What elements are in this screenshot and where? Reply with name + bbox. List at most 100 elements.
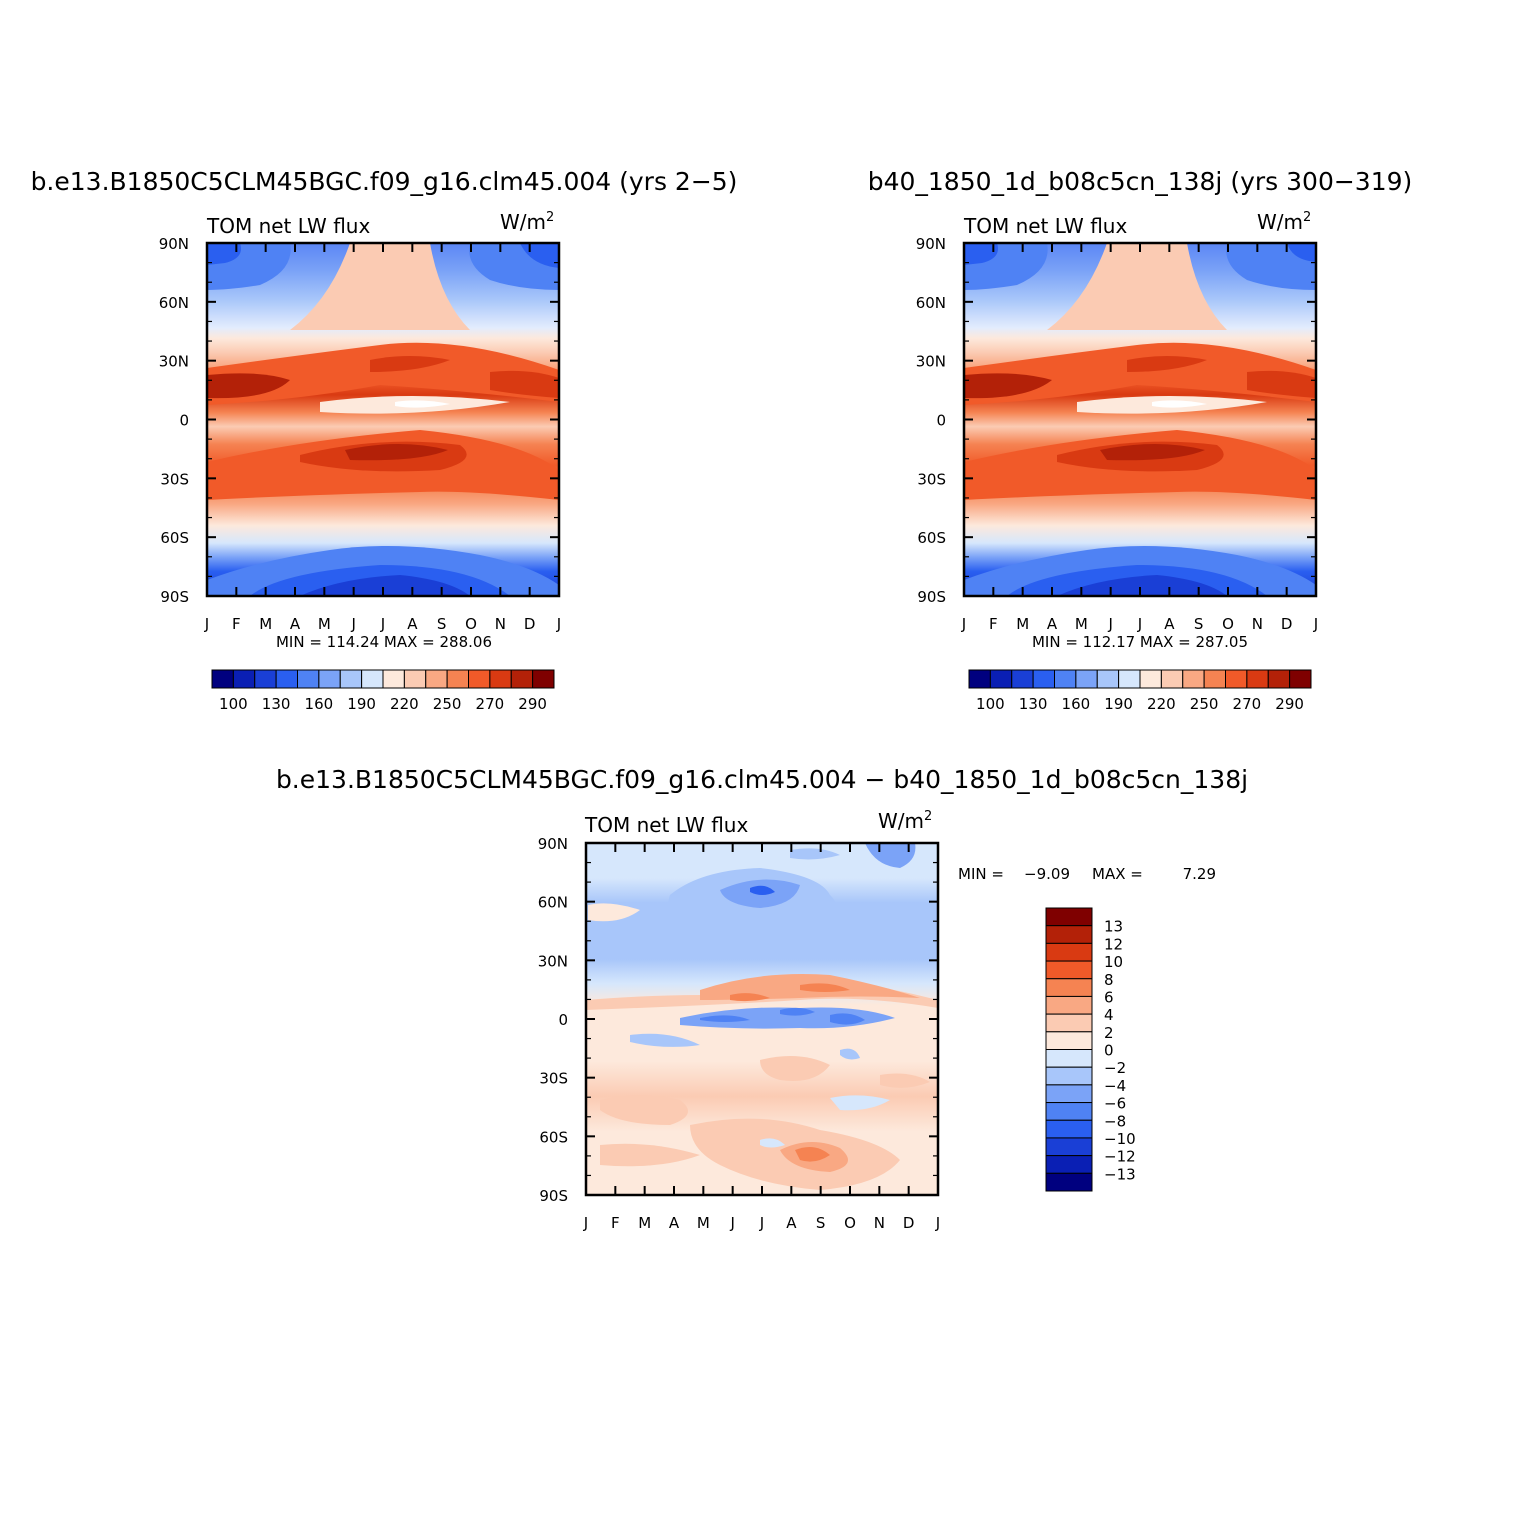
y-tick-label: 30S [917, 470, 946, 488]
colorbar-swatch [968, 669, 991, 689]
y-tick-label: 90N [159, 235, 189, 253]
x-tick-label: J [759, 1214, 764, 1232]
x-tick-label: M [1075, 615, 1088, 633]
colorbar-swatch [1160, 669, 1184, 689]
y-tick-label: 60N [916, 294, 946, 312]
x-tick-label: D [903, 1214, 915, 1232]
x-tick-label: J [961, 615, 966, 633]
colorbar-swatch [1032, 669, 1055, 689]
x-tick-label: J [1107, 615, 1112, 633]
x-tick-label: N [874, 1214, 885, 1232]
colorbar-swatch [1045, 960, 1093, 980]
colorbar: 100 130 160 190 220 250 270 290 [211, 669, 555, 713]
x-tick-label: S [1194, 615, 1204, 633]
colorbar-swatch [1267, 669, 1291, 689]
colorbar-swatch [510, 669, 534, 689]
x-tick-label: N [1252, 615, 1263, 633]
colorbar-label: 220 [390, 695, 419, 713]
colorbar-swatch [1246, 669, 1269, 689]
colorbar-swatch [297, 669, 320, 689]
colorbar-swatch [1045, 978, 1093, 997]
colorbar-label: 250 [433, 695, 462, 713]
colorbar-swatch [1045, 1172, 1093, 1192]
y-tick-label: 90S [539, 1187, 568, 1205]
colorbar-swatch [1118, 669, 1141, 689]
colorbar-swatch [446, 669, 469, 689]
panel-difference: b.e13.B1850C5CLM45BGC.f09_g16.clm45.004 … [276, 765, 1248, 1232]
colorbar-swatch [232, 669, 256, 689]
colorbar-label: 160 [305, 695, 334, 713]
colorbar-swatch [1045, 1066, 1093, 1086]
x-tick-label: F [989, 615, 998, 633]
x-tick-label: D [524, 615, 536, 633]
colorbar-swatch [1289, 669, 1312, 689]
variable-label: TOM net LW flux [584, 813, 748, 837]
colorbar-swatch [1139, 669, 1162, 689]
y-tick-label: 0 [936, 412, 946, 430]
y-tick-label: 60S [917, 529, 946, 547]
colorbar-swatch [339, 669, 363, 689]
colorbar-label: 130 [262, 695, 291, 713]
x-tick-label: A [786, 1214, 797, 1232]
colorbar-label: 2 [1104, 1024, 1114, 1042]
colorbar-swatch [1045, 1102, 1093, 1121]
colorbar-swatch [1045, 1084, 1093, 1104]
colorbar-label: 100 [219, 695, 248, 713]
colorbar-swatch [1203, 669, 1226, 689]
variable-label: TOM net LW flux [206, 214, 370, 238]
colorbar-label: −6 [1104, 1095, 1126, 1113]
y-tick-label: 0 [179, 412, 189, 430]
x-tick-label: O [1222, 615, 1234, 633]
colorbar-label: −2 [1104, 1059, 1126, 1077]
colorbar-swatch [1096, 669, 1120, 689]
colorbar-label: 290 [518, 695, 547, 713]
contour-field [964, 243, 1316, 596]
x-tick-label: M [638, 1214, 651, 1232]
y-tick-label: 90S [917, 588, 946, 606]
x-tick-label: A [1164, 615, 1175, 633]
x-tick-label: A [1047, 615, 1058, 633]
x-tick-label: J [1137, 615, 1142, 633]
x-tick-label: J [935, 1214, 940, 1232]
colorbar-label: 6 [1104, 988, 1114, 1006]
x-tick-label: J [380, 615, 385, 633]
colorbar-swatch [532, 669, 555, 689]
x-tick-label: O [844, 1214, 856, 1232]
x-tick-label: M [697, 1214, 710, 1232]
colorbar-label: 8 [1104, 971, 1114, 989]
min-max-label: MIN = 114.24 MAX = 288.06 [276, 633, 492, 651]
x-tick-label: N [495, 615, 506, 633]
colorbar-swatch [1045, 1119, 1093, 1139]
x-tick-label: A [669, 1214, 680, 1232]
colorbar-label: −12 [1104, 1148, 1136, 1166]
y-tick-label: 60S [539, 1128, 568, 1146]
colorbar-swatch [989, 669, 1013, 689]
y-tick-label: 30S [539, 1070, 568, 1088]
colorbar-label: 270 [476, 695, 505, 713]
contour-field [586, 843, 938, 1195]
colorbar-swatch [1182, 669, 1205, 689]
colorbar-label: −4 [1104, 1077, 1126, 1095]
contour-field [207, 243, 559, 596]
colorbar-swatch [425, 669, 448, 689]
colorbar-swatch [1045, 942, 1093, 962]
y-tick-label: 30N [538, 952, 568, 970]
colorbar-swatch [403, 669, 427, 689]
colorbar-label: 220 [1147, 695, 1176, 713]
colorbar-label: 13 [1104, 918, 1123, 936]
x-tick-label: J [729, 1214, 734, 1232]
colorbar-swatch [1045, 1049, 1093, 1068]
colorbar-swatch [318, 669, 341, 689]
units-label: W/m2 [500, 210, 554, 234]
max-value: 7.29 [1183, 865, 1216, 883]
colorbar-swatch [1045, 1137, 1093, 1157]
y-tick-label: 30N [916, 353, 946, 371]
colorbar-label: 250 [1190, 695, 1219, 713]
colorbar-swatch [1225, 669, 1248, 689]
colorbar-label: −8 [1104, 1112, 1126, 1130]
x-tick-label: J [350, 615, 355, 633]
colorbar: 100 130 160 190 220 250 270 290 [968, 669, 1312, 713]
colorbar-label: 190 [1104, 695, 1133, 713]
